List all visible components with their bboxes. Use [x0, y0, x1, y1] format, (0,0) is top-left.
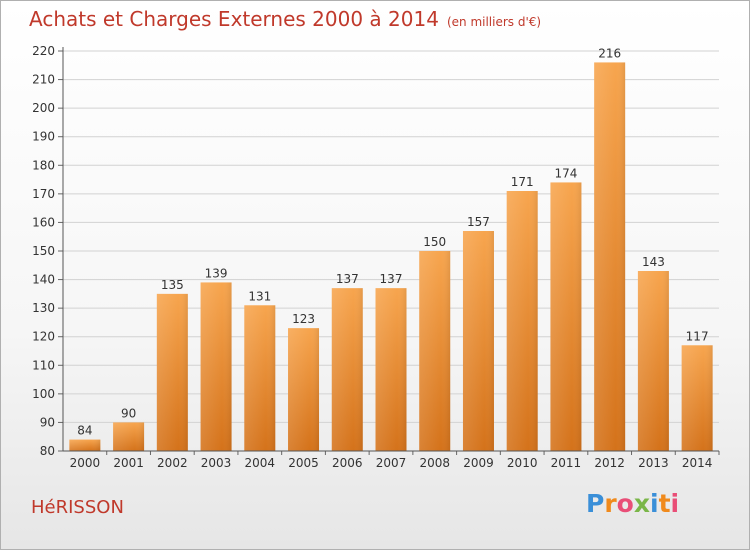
y-tick-label: 130: [32, 301, 55, 315]
x-tick-label: 2007: [376, 456, 407, 470]
logo-letter: i: [670, 489, 680, 518]
bar-shade: [419, 251, 451, 451]
y-tick-label: 160: [32, 215, 55, 229]
x-tick-label: 2004: [245, 456, 276, 470]
bar-shade: [113, 422, 145, 451]
y-tick-label: 150: [32, 244, 55, 258]
data-label: 143: [642, 255, 665, 269]
data-label: 157: [467, 215, 490, 229]
data-label: 135: [161, 278, 184, 292]
proxiti-logo: Proxiti: [586, 489, 679, 518]
x-tick-label: 2008: [419, 456, 450, 470]
data-label: 150: [423, 235, 446, 249]
bars: [69, 62, 713, 452]
logo-letter: r: [604, 489, 617, 518]
y-tick-label: 200: [32, 101, 55, 115]
data-label: 131: [248, 289, 271, 303]
bar-shade: [200, 282, 232, 451]
x-tick-label: 2011: [551, 456, 582, 470]
y-tick-label: 190: [32, 130, 55, 144]
x-tick-label: 2013: [638, 456, 669, 470]
x-tick-label: 2000: [70, 456, 101, 470]
bar-shade: [288, 328, 320, 451]
logo-letter: P: [586, 489, 605, 518]
x-tick-label: 2012: [594, 456, 625, 470]
x-tick-label: 2002: [157, 456, 188, 470]
bar-shade: [375, 288, 407, 451]
data-label: 84: [77, 424, 92, 438]
bar-shade: [594, 62, 626, 452]
bar-shade: [637, 271, 669, 451]
bar-shade: [506, 191, 538, 451]
data-label: 216: [598, 46, 621, 60]
bar-shade: [331, 288, 363, 451]
logo-letter: i: [650, 489, 659, 518]
data-label: 139: [205, 266, 228, 280]
data-label: 171: [511, 175, 534, 189]
bar-shade: [681, 345, 713, 451]
bar-shade: [550, 182, 582, 451]
chart-title-text: Achats et Charges Externes 2000 à 2014: [29, 7, 439, 31]
data-label: 137: [380, 272, 403, 286]
bar-shade: [69, 439, 101, 451]
bar-shade: [462, 231, 494, 451]
x-tick-label: 2005: [288, 456, 319, 470]
logo-letter: t: [658, 489, 671, 518]
town-name: HéRISSON: [31, 497, 124, 518]
logo-letter: x: [633, 489, 650, 518]
y-tick-label: 110: [32, 358, 55, 372]
x-tick-label: 2009: [463, 456, 494, 470]
y-tick-label: 120: [32, 330, 55, 344]
x-tick-label: 2006: [332, 456, 363, 470]
bar-shade: [244, 305, 276, 451]
y-tick-label: 90: [40, 415, 55, 429]
data-label: 174: [554, 166, 577, 180]
y-tick-label: 180: [32, 158, 55, 172]
y-tick-label: 170: [32, 187, 55, 201]
x-tick-label: 2010: [507, 456, 538, 470]
y-tick-label: 210: [32, 73, 55, 87]
y-tick-label: 140: [32, 273, 55, 287]
x-tick-label: 2014: [682, 456, 713, 470]
y-tick-label: 100: [32, 387, 55, 401]
data-label: 137: [336, 272, 359, 286]
x-tick-label: 2001: [113, 456, 144, 470]
chart-unit: (en milliers d'€): [446, 15, 542, 29]
data-label: 117: [686, 329, 709, 343]
y-tick-label: 220: [32, 44, 55, 58]
axes: 80 90 100 110 120 130 140 150 160 170 180 190 200 210…: [32, 44, 720, 470]
x-tick-label: 2003: [201, 456, 232, 470]
data-labels: 84 90 135 139 131 123 137 137 150 157 171 174 216 143…: [77, 46, 708, 437]
y-tick-label: 80: [40, 444, 55, 458]
data-label: 90: [121, 406, 136, 420]
logo-letter: o: [616, 489, 634, 518]
data-label: 123: [292, 312, 315, 326]
chart-title: Achats et Charges Externes 2000 à 2014 (e…: [29, 7, 541, 31]
bar-shade: [156, 293, 188, 451]
